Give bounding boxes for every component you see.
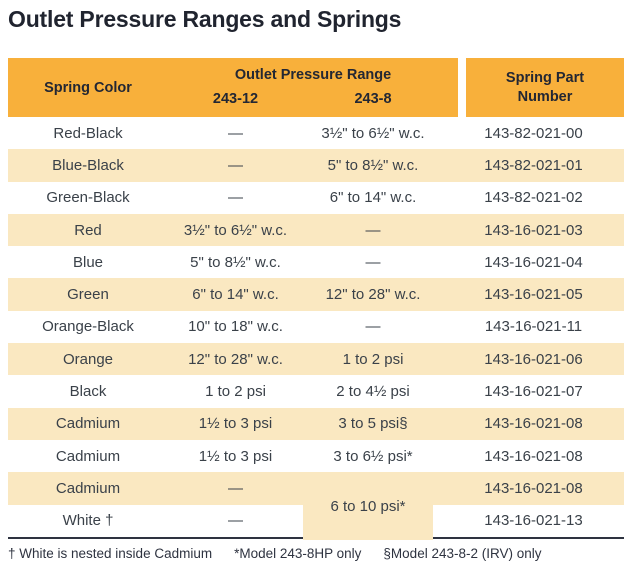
- cell-part-number: 143-16-021-04: [484, 253, 583, 271]
- footnote-model-243-8-2: §Model 243-8-2 (IRV) only: [383, 546, 542, 561]
- cell-243-8: 1 to 2 psi: [342, 350, 404, 368]
- cell-part-number: 143-16-021-08: [484, 447, 583, 465]
- cell-spring-color: Orange: [62, 350, 114, 368]
- cell-part-number: 143-82-021-02: [484, 189, 583, 207]
- cell-243-12: —: [228, 156, 243, 174]
- cell-243-12: —: [228, 189, 243, 207]
- cell-243-12: 12" to 28" w.c.: [188, 350, 283, 368]
- cell-part-number: 143-16-021-07: [484, 383, 583, 401]
- table-header-left-block: Spring Color Outlet Pressure Range 243-1…: [8, 58, 458, 117]
- cell-243-12: —: [228, 124, 243, 142]
- cell-part-number: 143-16-021-13: [484, 512, 583, 530]
- cell-spring-color: Cadmium: [55, 415, 121, 433]
- table-body: Red-Black — 3½" to 6½" w.c. 143-82-021-0…: [8, 117, 624, 537]
- header-spring-color: Spring Color: [44, 79, 132, 96]
- cell-part-number: 143-16-021-08: [484, 415, 583, 433]
- cell-part-number: 143-16-021-11: [484, 318, 583, 336]
- cell-part-number: 143-16-021-08: [484, 479, 583, 497]
- cell-spring-color: White †: [62, 512, 114, 530]
- table-row: Cadmium 1½ to 3 psi 3 to 6½ psi* 143-16-…: [8, 440, 624, 472]
- cell-243-8: 3 to 6½ psi*: [333, 447, 413, 465]
- cell-243-12: 1½ to 3 psi: [198, 447, 273, 465]
- cell-part-number: 143-16-021-05: [484, 286, 583, 304]
- table-row: Green 6" to 14" w.c. 12" to 28" w.c. 143…: [8, 278, 624, 311]
- footnotes: † White is nested inside Cadmium *Model …: [8, 546, 542, 561]
- cell-243-8: 3½" to 6½" w.c.: [321, 124, 425, 142]
- header-outlet-pressure-range: Outlet Pressure Range: [234, 67, 392, 83]
- table-row: Orange 12" to 28" w.c. 1 to 2 psi 143-16…: [8, 343, 624, 376]
- cell-243-8: —: [365, 318, 381, 336]
- cell-243-8: 2 to 4½ psi: [336, 383, 410, 401]
- cell-243-12: 1 to 2 psi: [205, 383, 266, 401]
- cell-spring-color: Red: [74, 221, 102, 239]
- cell-243-12: 6" to 14" w.c.: [192, 286, 279, 304]
- page-title: Outlet Pressure Ranges and Springs: [8, 6, 402, 32]
- table-row: Blue-Black — 5" to 8½" w.c. 143-82-021-0…: [8, 149, 624, 182]
- footnote-white-nested: † White is nested inside Cadmium: [8, 546, 213, 561]
- table-row: Black 1 to 2 psi 2 to 4½ psi 143-16-021-…: [8, 375, 624, 407]
- cell-243-8: 3 to 5 psi§: [338, 415, 408, 433]
- cell-part-number: 143-82-021-00: [484, 124, 583, 142]
- cell-243-12: —: [228, 479, 243, 497]
- cell-243-12: 1½ to 3 psi: [198, 415, 273, 433]
- cell-spring-color: Blue-Black: [52, 156, 124, 174]
- cell-243-12: 3½" to 6½" w.c.: [183, 221, 288, 239]
- cell-243-8: 6" to 14" w.c.: [329, 189, 417, 207]
- table-row: Orange-Black 10" to 18" w.c. — 143-16-02…: [8, 311, 624, 343]
- cell-spring-color: Blue: [72, 253, 104, 271]
- cell-spring-color: Red-Black: [53, 124, 123, 142]
- cell-243-8: 5" to 8½" w.c.: [327, 156, 419, 174]
- header-243-8: 243-8: [354, 91, 392, 107]
- cell-spring-color: Black: [69, 383, 107, 401]
- cell-spring-color: Cadmium: [55, 479, 121, 497]
- footnote-model-243-8hp: *Model 243-8HP only: [234, 546, 362, 561]
- cell-243-8: —: [365, 221, 381, 239]
- table-row: Blue 5" to 8½" w.c. — 143-16-021-04: [8, 246, 624, 278]
- merged-cell-6-to-10-psi: 6 to 10 psi*: [303, 472, 433, 540]
- cell-243-12: 5" to 8½" w.c.: [190, 253, 281, 271]
- header-spring-part-number: Spring Part Number: [505, 70, 585, 105]
- cell-spring-color: Green-Black: [46, 189, 130, 207]
- cell-part-number: 143-82-021-01: [484, 156, 583, 174]
- table-row: Cadmium 1½ to 3 psi 3 to 5 psi§ 143-16-0…: [8, 407, 624, 440]
- header-243-12: 243-12: [212, 91, 259, 107]
- cell-part-number: 143-16-021-03: [484, 221, 583, 239]
- table-row: Red 3½" to 6½" w.c. — 143-16-021-03: [8, 213, 624, 247]
- table-header-right-block: Spring Part Number: [466, 58, 624, 117]
- cell-243-8: —: [365, 253, 381, 271]
- cell-part-number: 143-16-021-06: [484, 350, 583, 368]
- cell-spring-color: Orange-Black: [42, 318, 134, 336]
- cell-243-8: 12" to 28" w.c.: [325, 286, 421, 304]
- cell-spring-color: Green: [67, 286, 109, 304]
- table-row: Red-Black — 3½" to 6½" w.c. 143-82-021-0…: [8, 117, 624, 149]
- cell-243-12: 10" to 18" w.c.: [188, 318, 283, 336]
- cell-243-12: —: [228, 512, 243, 530]
- table-row: White † — 143-16-021-13: [8, 505, 624, 537]
- cell-spring-color: Cadmium: [55, 447, 121, 465]
- table-row: Green-Black — 6" to 14" w.c. 143-82-021-…: [8, 182, 624, 214]
